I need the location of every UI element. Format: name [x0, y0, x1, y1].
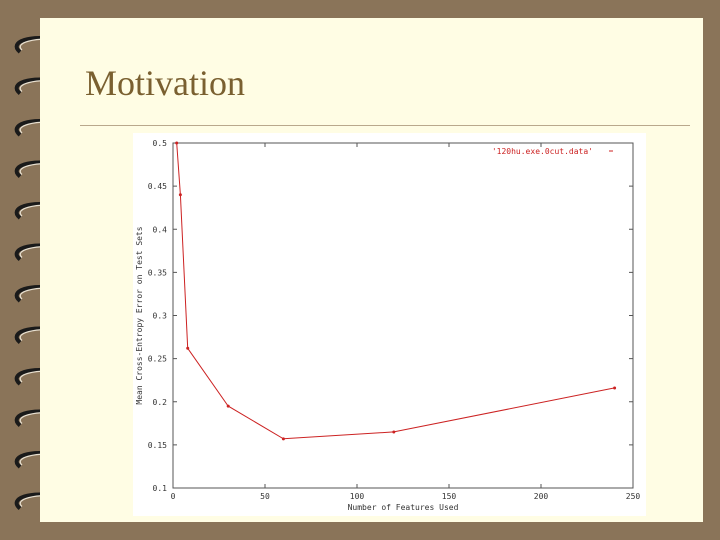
data-point	[175, 141, 179, 145]
plot-frame	[172, 142, 634, 489]
x-tick-label: 250	[626, 492, 641, 501]
y-tick-label: 0.15	[148, 441, 167, 450]
x-tick-label: 150	[442, 492, 457, 501]
x-tick-label: 0	[171, 492, 176, 501]
data-point	[281, 437, 285, 441]
data-point	[392, 430, 396, 434]
data-point	[178, 193, 182, 197]
y-tick-label: 0.3	[153, 312, 168, 321]
legend-label: '120hu.exe.0cut.data'	[492, 147, 593, 156]
x-tick-label: 200	[534, 492, 549, 501]
title-divider	[80, 125, 690, 126]
series-line	[176, 142, 615, 440]
x-tick-label: 100	[350, 492, 365, 501]
slide-title: Motivation	[85, 63, 245, 103]
chart-panel: 0.1 0.15 0.2 0.25 0.3 0.35 0.4 0.45 0.5 0 50 100 150…	[133, 133, 646, 516]
y-axis-label: Mean Cross-Entropy Error on Test Sets	[135, 226, 144, 404]
x-tick-label: 50	[260, 492, 270, 501]
y-tick-label: 0.1	[153, 484, 168, 493]
x-axis-label: Number of Features Used	[348, 503, 459, 512]
y-tick-label: 0.2	[153, 398, 168, 407]
y-tick-label: 0.35	[148, 268, 167, 277]
y-tick-label: 0.45	[148, 182, 167, 191]
y-tick-label: 0.5	[153, 139, 168, 148]
data-point	[226, 404, 230, 408]
data-point	[186, 346, 190, 350]
data-point	[613, 386, 617, 390]
line-chart: 0.1 0.15 0.2 0.25 0.3 0.35 0.4 0.45 0.5 0 50 100 150…	[135, 139, 641, 512]
y-tick-label: 0.4	[153, 225, 168, 234]
y-tick-label: 0.25	[148, 355, 167, 364]
